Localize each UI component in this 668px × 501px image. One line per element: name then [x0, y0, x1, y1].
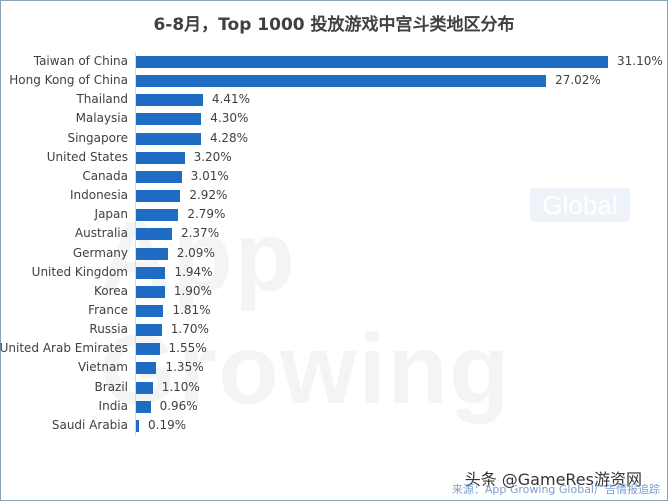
category-label: United States	[46, 149, 128, 164]
bar-row: Saudi Arabia 0.19%	[0, 416, 668, 435]
value-label: 27.02%	[555, 73, 601, 88]
bar	[136, 304, 164, 317]
category-axis-line	[135, 52, 136, 436]
value-label: 3.01%	[190, 168, 229, 183]
bar-row: Brazil 1.10%	[0, 378, 668, 397]
bar	[136, 419, 139, 432]
bar-row: France 1.81%	[0, 301, 668, 320]
bar	[136, 75, 547, 88]
category-label: Korea	[93, 283, 128, 298]
value-label: 4.30%	[210, 111, 249, 126]
footer-credit: 头条 @GameRes游资网	[464, 470, 642, 489]
footer-source: 来源：App Growing Global广告情报追踪	[451, 483, 660, 496]
bar	[136, 190, 181, 203]
bar-row: Russia 1.70%	[0, 320, 668, 339]
category-label: Japan	[94, 207, 128, 222]
bar-row: Canada 3.01%	[0, 167, 668, 186]
bar	[136, 362, 157, 375]
bar-row: Taiwan of China 31.10%	[0, 52, 668, 71]
category-label: Hong Kong of China	[9, 73, 128, 88]
bar	[136, 381, 153, 394]
category-label: Vietnam	[77, 360, 128, 375]
category-label: Brazil	[94, 379, 129, 394]
category-label: Indonesia	[69, 188, 128, 203]
value-label: 2.79%	[187, 207, 226, 222]
bar	[136, 343, 160, 356]
bar-row: Japan 2.79%	[0, 205, 668, 224]
bar-row: Malaysia 4.30%	[0, 109, 668, 128]
bar-row: Hong Kong of China 27.02%	[0, 71, 668, 90]
bar	[136, 247, 168, 260]
bar-row: Australia 2.37%	[0, 224, 668, 243]
bar-row: Singapore 4.28%	[0, 129, 668, 148]
category-label: Canada	[82, 168, 128, 183]
value-label: 1.94%	[174, 264, 213, 279]
value-label: 1.55%	[168, 341, 207, 356]
bar-row: Vietnam 1.35%	[0, 358, 668, 377]
category-label: United Arab Emirates	[0, 341, 128, 356]
bar	[136, 94, 203, 107]
category-label: United Kingdom	[31, 264, 128, 279]
value-label: 2.09%	[176, 245, 215, 260]
category-label: Thailand	[76, 92, 128, 107]
bar	[136, 324, 162, 337]
value-label: 4.41%	[211, 92, 251, 107]
bar	[136, 400, 151, 413]
category-label: Russia	[89, 322, 128, 337]
category-label: India	[98, 398, 128, 413]
bar	[136, 285, 165, 298]
category-label: Singapore	[67, 130, 128, 145]
category-label: France	[88, 302, 128, 317]
bar	[136, 266, 166, 279]
value-label: 1.10%	[161, 379, 200, 394]
bar-row: India 0.96%	[0, 397, 668, 416]
bar	[136, 151, 185, 164]
value-label: 2.37%	[180, 226, 220, 241]
category-label: Germany	[72, 245, 128, 260]
bar	[136, 170, 182, 183]
value-label: 0.19%	[148, 417, 187, 432]
bar	[136, 132, 201, 145]
category-label: Malaysia	[75, 111, 128, 126]
bar-row: Indonesia 2.92%	[0, 186, 668, 205]
value-label: 4.28%	[209, 130, 249, 145]
value-label: 1.35%	[165, 360, 204, 375]
bar-row: United Kingdom 1.94%	[0, 263, 668, 282]
value-label: 2.92%	[189, 188, 228, 203]
category-label: Saudi Arabia	[51, 417, 128, 432]
value-label: 3.20%	[193, 149, 232, 164]
value-label: 1.81%	[172, 302, 211, 317]
bar-row: United Arab Emirates 1.55%	[0, 339, 668, 358]
bar	[136, 113, 202, 126]
value-label: 1.70%	[170, 322, 209, 337]
bar-row: United States 3.20%	[0, 148, 668, 167]
bar-row: Korea 1.90%	[0, 282, 668, 301]
bar	[136, 56, 608, 68]
category-label: Taiwan of China	[33, 54, 128, 68]
value-label: 1.90%	[173, 283, 212, 298]
category-label: Australia	[74, 226, 128, 241]
value-label: 0.96%	[159, 398, 198, 413]
bar-row: Thailand 4.41%	[0, 90, 668, 109]
bar-row: Germany 2.09%	[0, 244, 668, 263]
value-label: 31.10%	[617, 54, 663, 68]
chart-title: 6-8月，Top 1000 投放游戏中宫斗类地区分布	[153, 15, 515, 35]
bar	[136, 228, 172, 241]
bar	[136, 209, 179, 222]
